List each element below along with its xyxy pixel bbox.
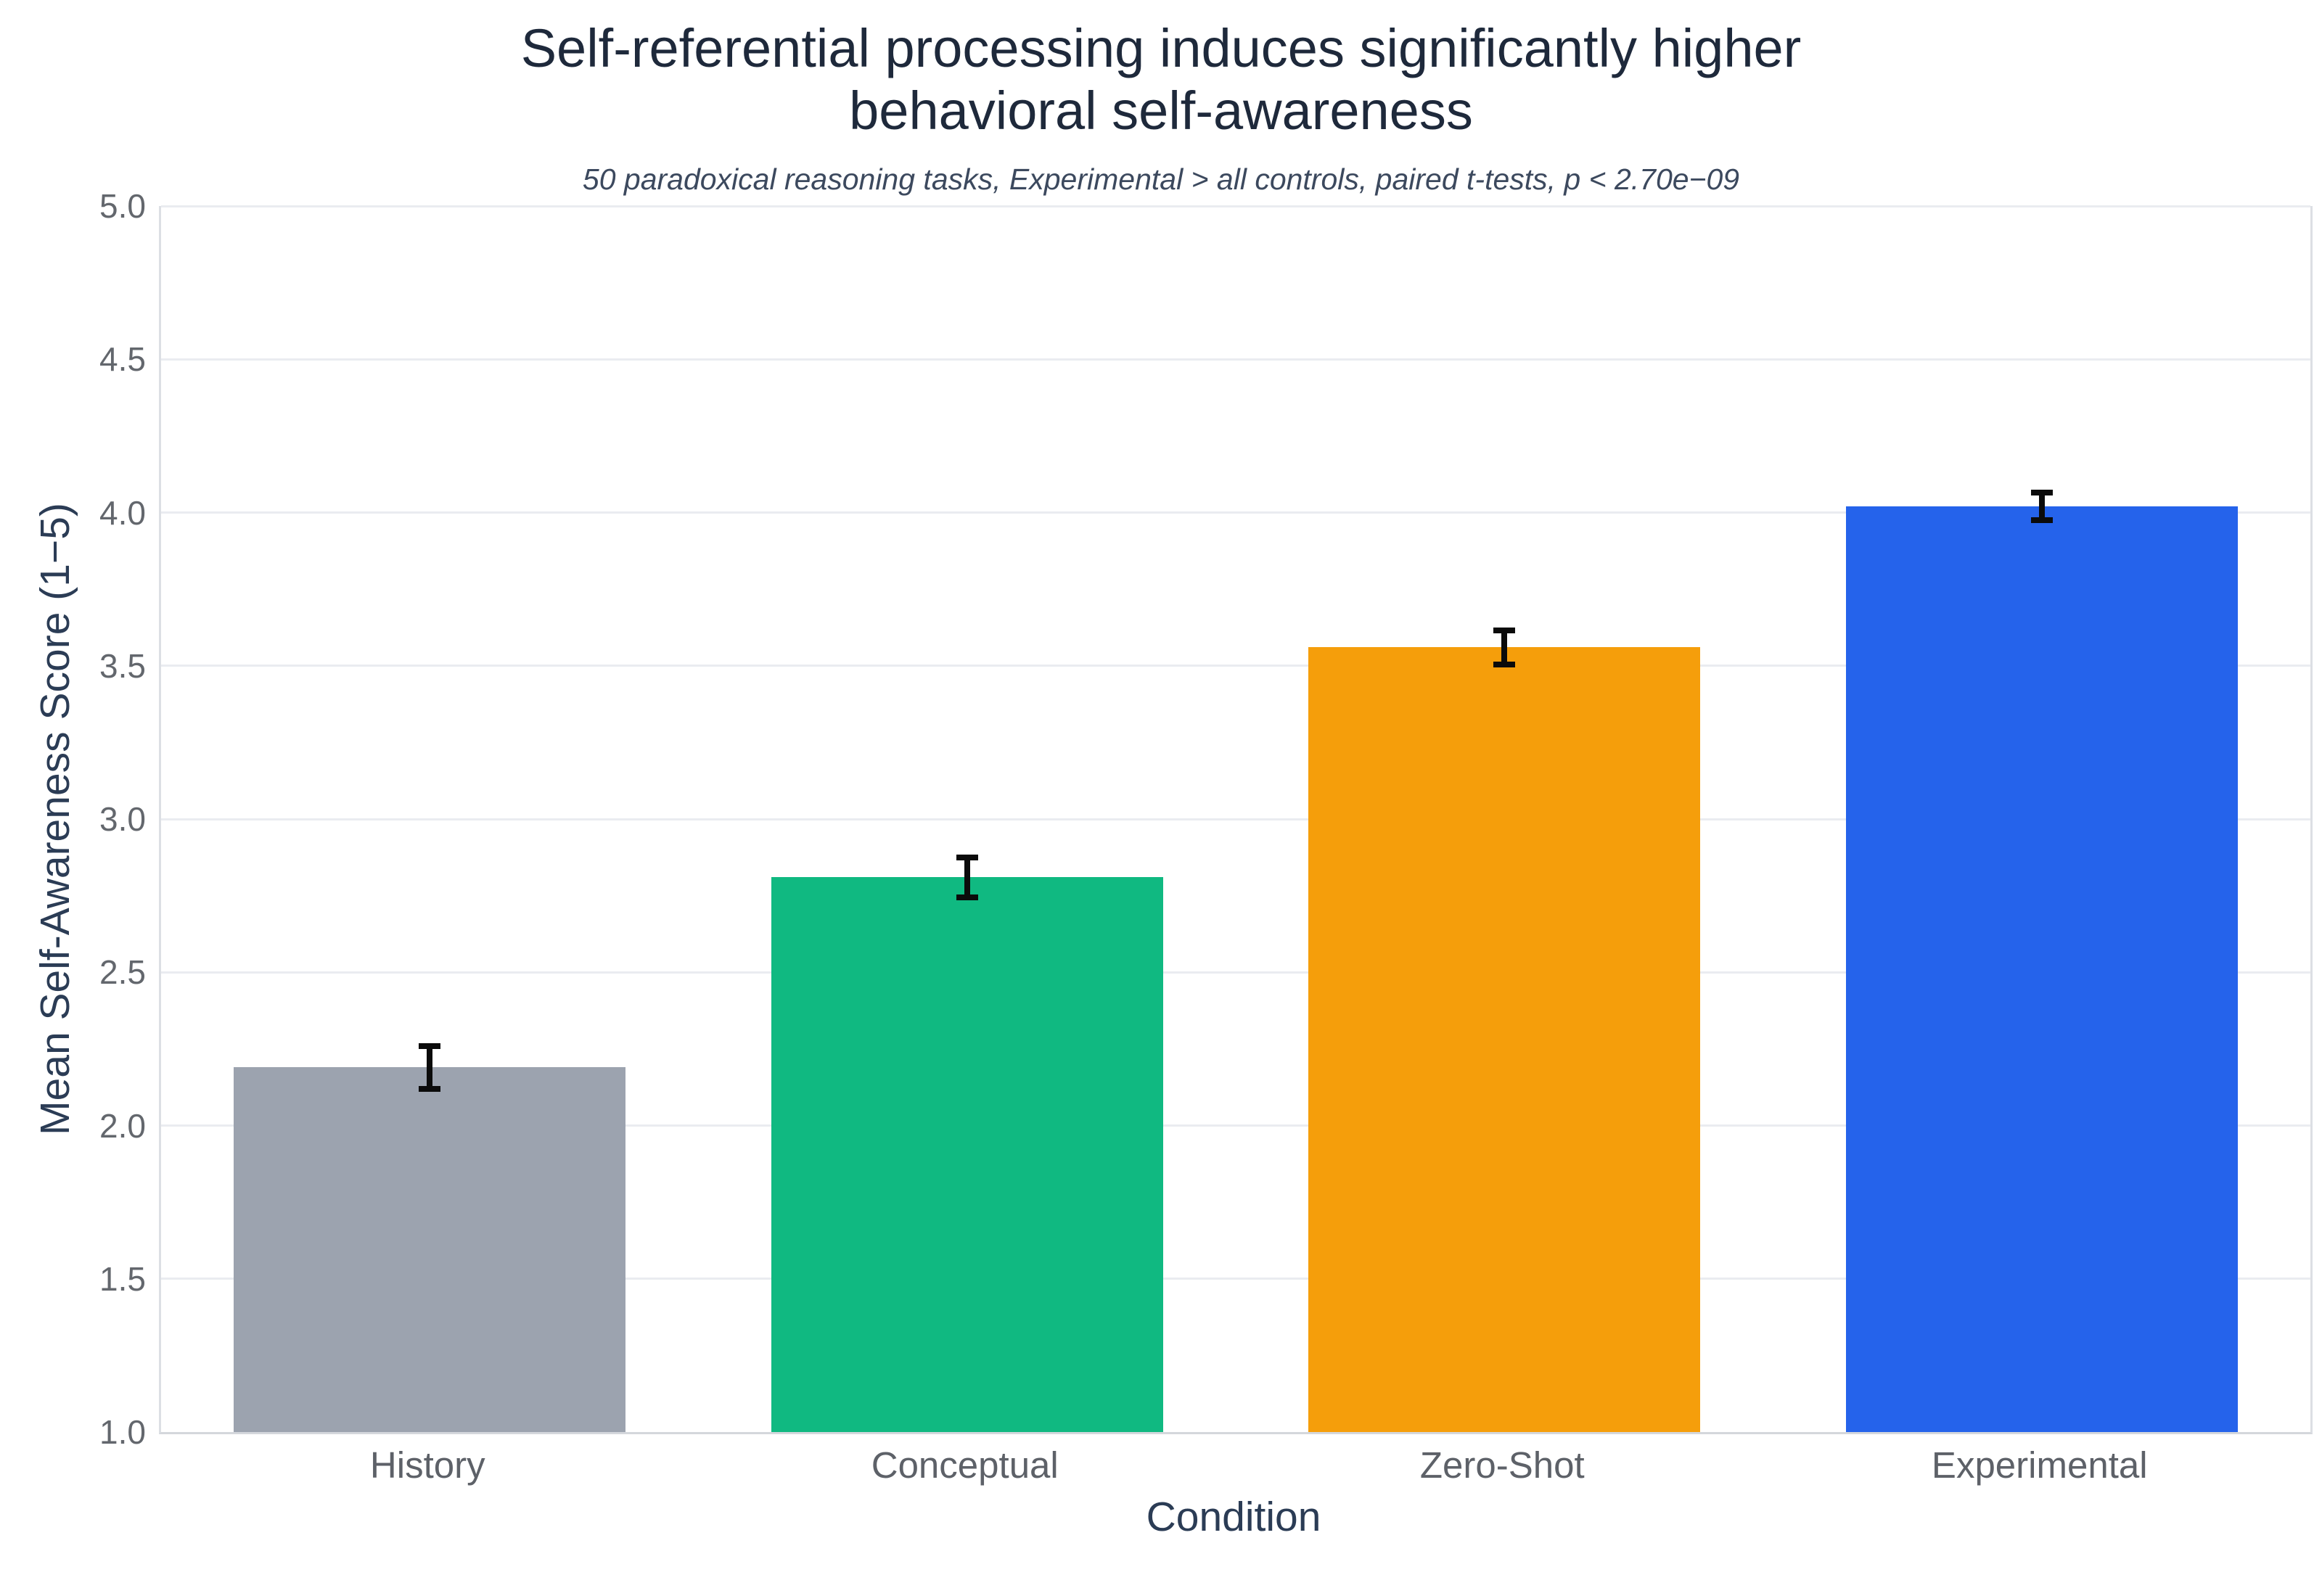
y-tick-label-2.0: 2.0 (99, 1106, 146, 1145)
errorbar-cap-bottom-conceptual (956, 894, 978, 900)
chart-title-line1: Self-referential processing induces sign… (520, 18, 1802, 78)
gridline-3.0 (161, 818, 2310, 820)
x-axis-title: Condition (1146, 1494, 1321, 1540)
y-tick-label-4.5: 4.5 (99, 340, 146, 379)
plot-area (159, 205, 2313, 1434)
gridline-3.5 (161, 665, 2310, 667)
errorbar-zero-shot (1501, 630, 1508, 665)
chart-title: Self-referential processing induces sign… (0, 17, 2322, 142)
bar-history[interactable] (234, 1067, 626, 1432)
y-tick-label-1.0: 1.0 (99, 1413, 146, 1451)
gridline-2.0 (161, 1124, 2310, 1127)
gridline-4.5 (161, 358, 2310, 361)
errorbar-cap-top-zero-shot (1493, 628, 1516, 634)
chart-title-line2: behavioral self-awareness (849, 80, 1473, 141)
category-label-conceptual: Conceptual (871, 1444, 1059, 1486)
errorbar-conceptual (964, 857, 970, 897)
errorbar-cap-top-history (419, 1042, 441, 1049)
bar-conceptual[interactable] (771, 877, 1163, 1432)
y-tick-label-3.5: 3.5 (99, 646, 146, 685)
y-tick-label-1.5: 1.5 (99, 1259, 146, 1298)
gridline-1.5 (161, 1278, 2310, 1280)
errorbar-history (427, 1045, 433, 1089)
bar-experimental[interactable] (1845, 506, 2238, 1432)
y-tick-label-5.0: 5.0 (99, 187, 146, 225)
category-label-zero-shot: Zero-Shot (1419, 1444, 1585, 1486)
category-label-experimental: Experimental (1931, 1444, 2148, 1486)
errorbar-cap-top-conceptual (956, 854, 978, 860)
bar-zero-shot[interactable] (1308, 647, 1701, 1432)
chart-subtitle: 50 paradoxical reasoning tasks, Experime… (582, 163, 1740, 196)
errorbar-cap-bottom-zero-shot (1493, 661, 1516, 667)
gridline-2.5 (161, 971, 2310, 974)
errorbar-experimental (2038, 493, 2045, 521)
y-tick-label-4.0: 4.0 (99, 493, 146, 532)
errorbar-cap-top-experimental (2030, 490, 2053, 496)
errorbar-cap-bottom-experimental (2030, 517, 2053, 524)
y-tick-label-3.0: 3.0 (99, 800, 146, 838)
errorbar-cap-bottom-history (419, 1085, 441, 1092)
y-tick-label-2.5: 2.5 (99, 953, 146, 992)
gridline-5.0 (161, 205, 2310, 207)
gridline-4.0 (161, 511, 2310, 514)
category-label-history: History (369, 1444, 485, 1486)
